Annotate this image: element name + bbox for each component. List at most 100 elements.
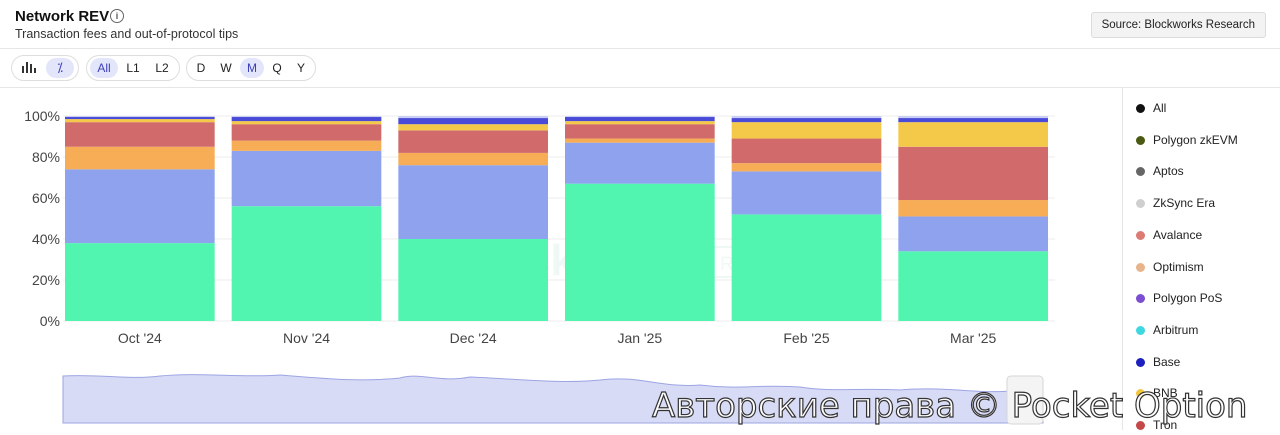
bar-segment[interactable]	[398, 165, 548, 239]
bar-segment[interactable]	[898, 146, 1048, 201]
bar-segment[interactable]	[731, 122, 882, 139]
legend-label: Optimism	[1153, 259, 1204, 274]
bar-segment[interactable]	[65, 146, 215, 170]
bar-segment[interactable]	[898, 116, 1048, 119]
navigator-handle	[1006, 375, 1044, 425]
bar-segment[interactable]	[231, 117, 382, 122]
legend-item[interactable]: BNB	[1136, 385, 1178, 401]
bar-segment[interactable]	[398, 116, 548, 119]
legend-item[interactable]: Base	[1136, 354, 1180, 370]
bar-segment[interactable]	[231, 124, 382, 141]
chart-controls: ⁒ All L1 L2 D W M Q Y	[0, 49, 1280, 88]
info-icon[interactable]: i	[110, 9, 124, 23]
legend-swatch	[1136, 294, 1145, 304]
legend-label: Aptos	[1153, 164, 1184, 179]
period-tabs: D W M Q Y	[186, 55, 316, 81]
legend-item[interactable]: Arbitrum	[1136, 322, 1198, 338]
bar-segment[interactable]	[65, 122, 215, 147]
bar-segment[interactable]	[65, 119, 215, 123]
bar-segment[interactable]	[398, 152, 548, 166]
tab-year[interactable]: Y	[296, 61, 305, 75]
percent-icon[interactable]: ⁒	[46, 58, 74, 78]
bar-segment[interactable]	[231, 121, 382, 125]
bar-chart-icon[interactable]	[16, 58, 42, 78]
tab-month[interactable]: M	[240, 58, 264, 78]
legend-swatch	[1136, 104, 1145, 113]
bar-segment[interactable]	[65, 116, 215, 118]
legend-label: Tron	[1153, 418, 1178, 432]
range-navigator[interactable]	[62, 374, 1044, 425]
bar-segment[interactable]	[65, 117, 215, 120]
legend-item[interactable]: Polygon zkEVM	[1136, 132, 1238, 148]
legend-label: Polygon zkEVM	[1153, 132, 1238, 147]
bar-segment[interactable]	[731, 138, 882, 164]
bar-segment[interactable]	[565, 138, 715, 143]
bar-segment[interactable]	[565, 183, 715, 321]
legend-item[interactable]: Polygon PoS	[1136, 290, 1222, 306]
x-tick-label: Nov '24	[283, 330, 330, 346]
tab-all[interactable]: All	[90, 58, 118, 78]
x-tick-label: Feb '25	[783, 330, 829, 346]
bar-segment[interactable]	[65, 169, 215, 244]
legend-swatch	[1136, 167, 1145, 177]
stacked-bar-chart: Blockworks Research 0%20%40%60%80%100% O…	[24, 108, 1055, 425]
legend-label: Avalance	[1153, 227, 1203, 242]
legend-item[interactable]: Aptos	[1136, 163, 1184, 179]
legend-label: Base	[1153, 354, 1181, 369]
legend-item[interactable]: Avalance	[1136, 227, 1202, 243]
legend-swatch	[1136, 262, 1145, 272]
bar-segment[interactable]	[731, 171, 882, 215]
bar-segment[interactable]	[231, 150, 382, 207]
legend-swatch	[1136, 389, 1145, 399]
bar-segment[interactable]	[565, 124, 715, 139]
bar-segment[interactable]	[231, 206, 382, 321]
chart-header: Network REV i Transaction fees and out-o…	[0, 0, 1280, 49]
chart-title: Network REV	[15, 8, 110, 25]
y-tick-label: 80%	[32, 149, 60, 165]
legend-item[interactable]: Optimism	[1136, 259, 1204, 275]
bar-segment[interactable]	[65, 243, 215, 321]
tab-l1[interactable]: L1	[126, 61, 140, 75]
y-tick-label: 40%	[32, 231, 60, 247]
y-tick-label: 20%	[32, 272, 60, 288]
x-tick-label: Jan '25	[617, 330, 662, 346]
bar-segment[interactable]	[565, 142, 715, 184]
legend-label: ZkSync Era	[1153, 196, 1216, 211]
legend-label: Arbitrum	[1153, 322, 1199, 337]
bar-segment[interactable]	[898, 118, 1048, 123]
legend-swatch	[1136, 325, 1145, 335]
bar-segment[interactable]	[898, 200, 1048, 217]
bar-segment[interactable]	[398, 118, 548, 125]
bar-segment[interactable]	[731, 116, 882, 119]
bar-segment[interactable]	[898, 122, 1048, 147]
bar-segment[interactable]	[398, 239, 548, 321]
legend-swatch	[1136, 199, 1145, 209]
bar-segment[interactable]	[731, 118, 882, 123]
bar-segment[interactable]	[398, 124, 548, 131]
tab-week[interactable]: W	[220, 61, 232, 75]
tab-quarter[interactable]: Q	[272, 61, 282, 75]
source-button[interactable]: Source: Blockworks Research	[1090, 12, 1266, 38]
legend-swatch	[1136, 230, 1145, 240]
legend-item[interactable]: Tron	[1136, 417, 1177, 433]
bar-segment[interactable]	[731, 163, 882, 172]
bar-segment[interactable]	[565, 117, 715, 122]
legend-swatch	[1136, 135, 1145, 145]
legend-swatch	[1136, 357, 1145, 367]
bar-segment[interactable]	[898, 216, 1048, 252]
bar-segment[interactable]	[398, 130, 548, 153]
bar-segment[interactable]	[898, 251, 1048, 321]
legend-item[interactable]: ZkSync Era	[1136, 195, 1215, 211]
chart-type-toggle: ⁒	[11, 55, 79, 81]
tab-l2[interactable]: L2	[155, 61, 169, 75]
chart-legend: All Polygon zkEVM Aptos ZkSync Era Avalance O…	[1122, 88, 1280, 433]
bar-segment[interactable]	[231, 116, 382, 118]
legend-label: Polygon PoS	[1153, 291, 1223, 306]
legend-swatch	[1136, 421, 1145, 430]
tab-day[interactable]: D	[196, 61, 206, 75]
bar-segment[interactable]	[731, 214, 882, 321]
legend-item[interactable]: All	[1136, 100, 1166, 116]
bar-segment[interactable]	[231, 140, 382, 151]
bar-segment[interactable]	[565, 116, 715, 118]
bar-segment[interactable]	[565, 121, 715, 125]
